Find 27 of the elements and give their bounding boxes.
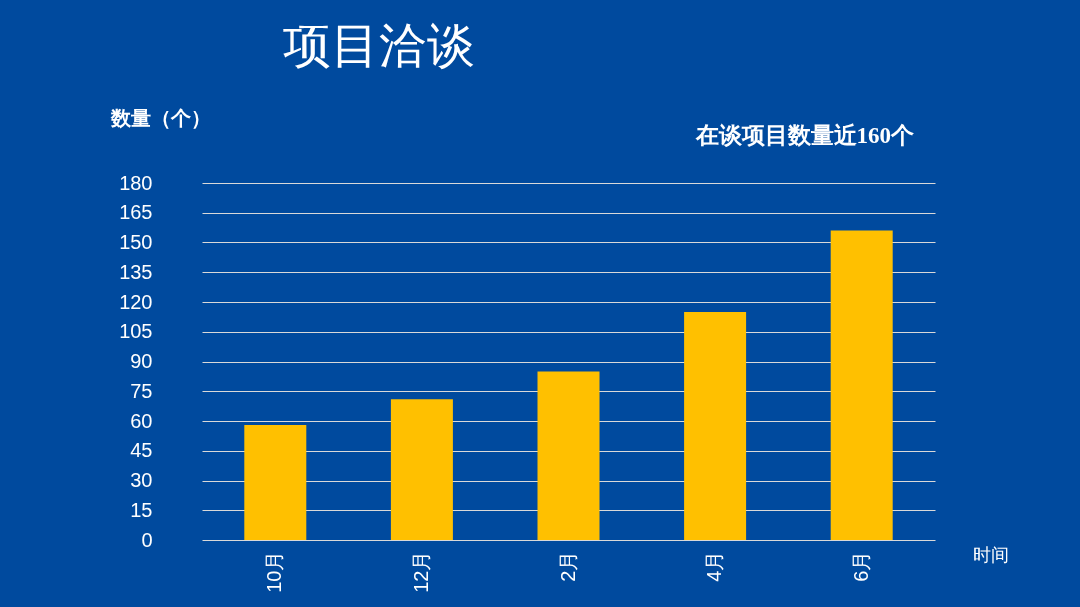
bar bbox=[244, 424, 307, 540]
y-tick-label: 180 bbox=[119, 171, 153, 194]
x-tick-label: 6月 bbox=[849, 550, 872, 582]
y-tick-label: 15 bbox=[130, 498, 153, 521]
y-tick-label: 75 bbox=[130, 379, 153, 402]
bar bbox=[537, 371, 600, 540]
bar bbox=[684, 311, 747, 540]
x-axis-title: 时间 bbox=[972, 544, 1009, 565]
x-tick-label: 12月 bbox=[409, 550, 432, 593]
y-tick-label: 60 bbox=[130, 409, 153, 432]
y-tick-label: 105 bbox=[119, 320, 153, 343]
y-tick-label: 30 bbox=[130, 469, 153, 491]
y-tick-label: 0 bbox=[141, 528, 153, 551]
y-tick-label: 135 bbox=[119, 260, 153, 283]
x-tick-label: 4月 bbox=[703, 550, 726, 582]
text: 在谈项目数量近160个 bbox=[694, 123, 914, 148]
y-tick-label: 165 bbox=[119, 201, 153, 224]
bar bbox=[830, 230, 893, 540]
bar bbox=[390, 399, 453, 540]
y-tick-label: 120 bbox=[119, 290, 153, 313]
x-tick-label: 10月 bbox=[263, 550, 286, 593]
y-tick-label: 90 bbox=[130, 350, 153, 372]
chart-title: 项目洽谈 bbox=[282, 19, 475, 72]
y-tick-label: 150 bbox=[119, 231, 153, 253]
y-tick-label: 45 bbox=[130, 439, 153, 462]
y-axis-title: 数量（个） bbox=[109, 106, 211, 129]
x-tick-label: 2月 bbox=[556, 550, 579, 582]
